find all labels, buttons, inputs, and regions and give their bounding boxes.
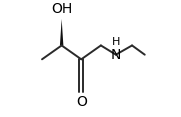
Text: H: H — [112, 37, 120, 47]
Text: N: N — [111, 48, 121, 62]
Polygon shape — [60, 19, 63, 45]
Text: O: O — [76, 95, 87, 109]
Text: OH: OH — [51, 2, 72, 16]
